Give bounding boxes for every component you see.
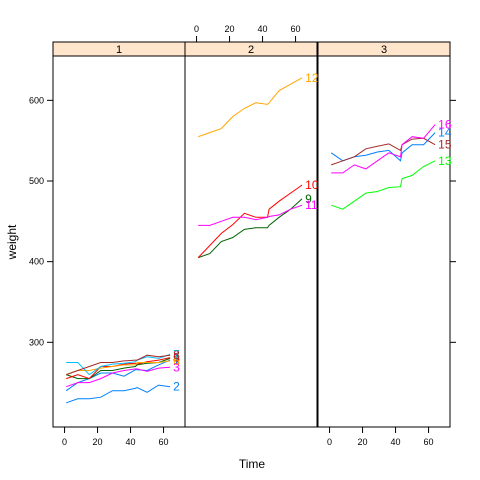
series-line-4	[66, 357, 171, 380]
series-line-12	[198, 77, 303, 138]
series-line-7	[66, 353, 171, 376]
strip-label-1: 1	[116, 44, 122, 56]
series-line-8	[66, 354, 171, 376]
x-tick-label-p2-20: 20	[225, 24, 235, 34]
x-tick-label-p1-40: 40	[126, 437, 136, 447]
x-tick-label-p1-20: 20	[93, 437, 103, 447]
series-line-10	[197, 184, 303, 258]
x-tick-label-p2-40: 40	[258, 24, 268, 34]
series-label-14: 14	[438, 126, 452, 140]
strip-label-2: 2	[248, 44, 254, 56]
y-tick-label-300: 300	[29, 337, 44, 347]
y-tick-label-500: 500	[29, 176, 44, 186]
series-label-5: 5	[173, 351, 180, 365]
series-label-7: 7	[173, 347, 180, 361]
x-tick-label-p3-60: 60	[424, 437, 434, 447]
series-line-5	[66, 357, 171, 380]
series-label-15: 15	[438, 138, 452, 152]
series-label-16: 16	[438, 118, 452, 132]
series-line-3	[66, 366, 171, 388]
x-tick-label-p3-0: 0	[327, 437, 332, 447]
series-label-10: 10	[305, 178, 319, 192]
series-line-1	[65, 359, 171, 392]
series-label-11: 11	[305, 198, 318, 212]
series-line-6	[66, 360, 171, 376]
series-line-16	[331, 124, 436, 174]
series-line-11	[198, 204, 303, 226]
y-tick-label-600: 600	[29, 95, 44, 105]
y-tick-label-400: 400	[29, 257, 44, 267]
panel-frame-2	[184, 55, 318, 428]
panel-2: 2 910 11 12	[184, 41, 319, 428]
series-line-15	[331, 137, 436, 166]
x-axis-label: Time	[239, 457, 266, 471]
series-label-8: 8	[173, 348, 180, 362]
series-label-3: 3	[173, 360, 180, 374]
series-label-13: 13	[438, 154, 452, 168]
panel-frame-3	[317, 55, 451, 428]
x-tick-label-p1-60: 60	[159, 437, 169, 447]
series-line-2	[66, 384, 171, 404]
x-tick-label-p3-20: 20	[358, 437, 368, 447]
x-tick-label-p2-0: 0	[194, 24, 199, 34]
strip-label-3: 3	[381, 44, 387, 56]
series-label-9: 9	[305, 192, 312, 206]
series-line-13	[331, 160, 436, 210]
series-label-6: 6	[173, 354, 180, 368]
axes-group: 0 20 40 600 20 40 600 20 40 60300400500600Timewei…	[5, 24, 456, 471]
series-label-1: 1	[173, 353, 180, 367]
series-label-12: 12	[305, 71, 319, 85]
y-axis-label: weight	[5, 224, 19, 260]
series-label-4: 4	[173, 351, 180, 365]
x-tick-label-p2-60: 60	[291, 24, 301, 34]
series-label-2: 2	[173, 380, 180, 394]
x-tick-label-p1-0: 0	[62, 437, 67, 447]
series-line-9	[198, 198, 303, 259]
x-tick-label-p3-40: 40	[391, 437, 401, 447]
